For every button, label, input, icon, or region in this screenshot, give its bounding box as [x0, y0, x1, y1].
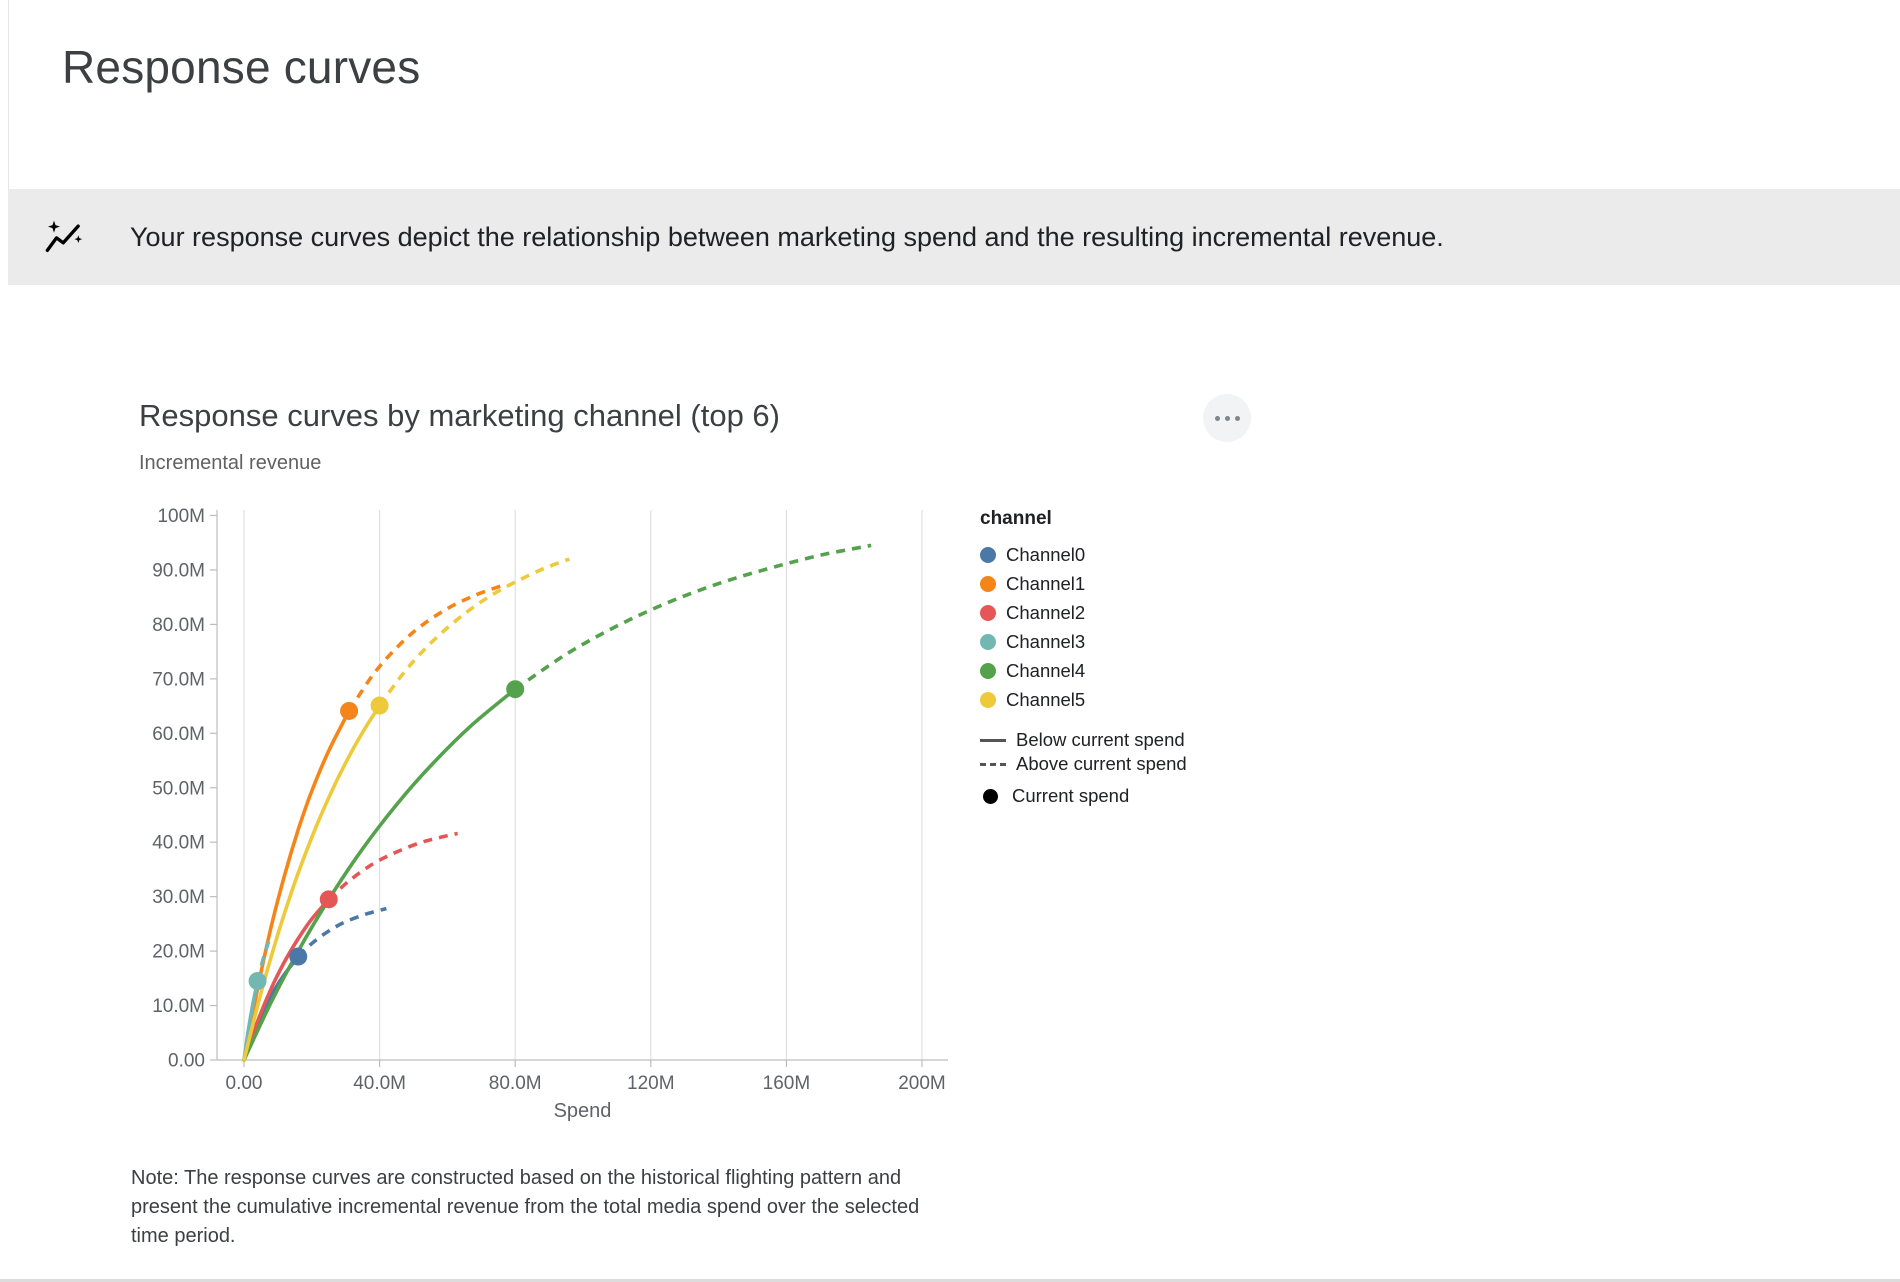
y-tick-label: 90.0M [152, 560, 205, 581]
legend-label: Channel0 [1006, 543, 1086, 565]
x-axis-title: Spend [554, 1100, 612, 1122]
y-axis-title: Incremental revenue [139, 452, 322, 474]
current-spend-dot-channel0 [289, 947, 308, 966]
y-tick-label: 80.0M [152, 615, 205, 636]
curve-above-channel1 [347, 584, 503, 712]
curve-below-channel2 [242, 897, 331, 1062]
legend-style-point: Current spend [980, 784, 1290, 808]
y-tick-label: 50.0M [152, 778, 205, 799]
y-tick-label: 20.0M [152, 942, 205, 963]
y-tick-label: 10.0M [152, 996, 205, 1017]
curve-below-channel1 [242, 709, 351, 1062]
legend-item-channel3: Channel3 [980, 627, 1290, 656]
legend-channel-list: Channel0 Channel1 Channel2 Channel3 Channel4… [980, 540, 1290, 714]
legend-label: Channel2 [1006, 601, 1086, 623]
y-tick-label: 100M [157, 506, 205, 527]
banner-text: Your response curves depict the relation… [130, 221, 1444, 252]
legend-label: Channel5 [1006, 688, 1086, 710]
legend-style-label: Above current spend [1016, 753, 1187, 774]
insights-banner: Your response curves depict the relation… [8, 189, 1900, 285]
curve-above-channel0 [296, 906, 387, 958]
legend-label: Channel1 [1006, 572, 1086, 594]
x-tick-label: 160M [763, 1073, 811, 1094]
legend-color-swatch [980, 604, 996, 621]
response-curves-plot: 0.00 40.0M 80.0M 120M 160M 200M 0.00 10.0M 20.0M… [152, 506, 948, 1122]
legend-item-channel0: Channel0 [980, 540, 1290, 569]
y-tick-label: 70.0M [152, 669, 205, 690]
legend-style-label: Current spend [1012, 785, 1130, 806]
legend-style-dashed: Above current spend [980, 752, 1290, 776]
x-tick-label: 40.0M [353, 1073, 406, 1094]
current-spend-dot-channel3 [248, 972, 267, 991]
curve-above-channel5 [378, 557, 571, 707]
solid-sample-icon [980, 738, 1006, 742]
chart-legend: channel Channel0 Channel1 Channel2 Channel3… [980, 508, 1290, 808]
current-spend-dot-channel1 [340, 701, 359, 720]
x-tick-label: 120M [627, 1073, 675, 1094]
y-tick-label: 30.0M [152, 887, 205, 908]
current-spend-dot-channel5 [370, 696, 389, 715]
legend-title: channel [980, 508, 1052, 529]
x-tick-label: 0.00 [226, 1073, 263, 1094]
curve-below-channel4 [242, 687, 517, 1062]
legend-item-channel4: Channel4 [980, 656, 1290, 685]
dashed-sample-icon [980, 762, 1006, 766]
ellipsis-dot [1234, 415, 1240, 421]
legend-item-channel2: Channel2 [980, 598, 1290, 627]
ellipsis-dot [1224, 415, 1230, 421]
chart-note: Note: The response curves are constructe… [131, 1167, 920, 1247]
legend-item-channel1: Channel1 [980, 569, 1290, 598]
legend-style-solid: Below current spend [980, 728, 1290, 752]
ellipsis-dot [1214, 415, 1220, 421]
page-title: Response curves [62, 41, 421, 93]
x-tick-label: 200M [898, 1073, 946, 1094]
legend-color-swatch [980, 691, 996, 708]
legend-color-swatch [980, 546, 996, 563]
legend-color-swatch [980, 633, 996, 650]
legend-color-swatch [980, 575, 996, 592]
y-tick-label: 0.00 [168, 1051, 205, 1072]
legend-label: Channel4 [1006, 659, 1086, 681]
y-tick-label: 60.0M [152, 724, 205, 745]
legend-color-swatch [980, 662, 996, 679]
legend-label: Channel3 [1006, 630, 1086, 652]
current-spend-dot-channel2 [319, 890, 338, 909]
legend-item-channel5: Channel5 [980, 685, 1290, 714]
x-tick-label: 80.0M [489, 1073, 542, 1094]
curve-above-channel2 [327, 831, 458, 901]
legend-style-label: Below current spend [1016, 729, 1185, 750]
curve-above-channel4 [514, 543, 872, 691]
legend-style-list: Below current spend Above current spend Cu… [980, 728, 1290, 808]
chart-menu-button[interactable] [1203, 394, 1251, 442]
chart-title: Response curves by marketing channel (to… [139, 398, 780, 433]
y-tick-label: 40.0M [152, 833, 205, 854]
point-sample-icon [983, 788, 998, 804]
section-divider [0, 1279, 1900, 1282]
insights-icon [44, 217, 84, 257]
panel-divider [8, 0, 9, 190]
current-spend-dot-channel4 [506, 680, 525, 699]
